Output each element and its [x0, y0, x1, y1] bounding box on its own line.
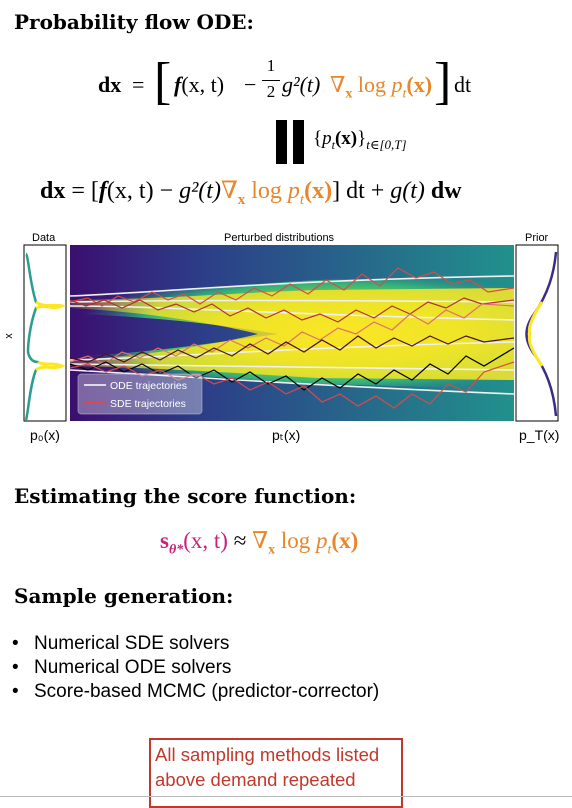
- eq2-minus: −: [159, 178, 174, 204]
- equality-bar-right: [293, 120, 304, 164]
- score-log: log: [275, 528, 317, 553]
- score-p-arg: (x): [331, 528, 359, 553]
- list-item: Score-based MCMC (predictor-corrector): [12, 680, 379, 704]
- eq1-f: f: [174, 72, 182, 97]
- eq1-minus: −: [244, 72, 257, 97]
- caption-p0: p₀(x): [30, 427, 60, 443]
- set-close-brace: }: [357, 128, 367, 149]
- list-item: Numerical ODE solvers: [12, 656, 379, 680]
- legend-label-sde: SDE trajectories: [110, 398, 186, 410]
- eq2-grad-sub: x: [237, 191, 246, 208]
- eq1-p-sub: t: [402, 86, 407, 102]
- eq1-p-arg: (x): [406, 72, 433, 97]
- eq2-g: g(t): [390, 178, 425, 204]
- eq2-lhs: dx: [40, 178, 66, 204]
- eq1-left-bracket: [: [154, 53, 172, 110]
- eq1-half-num: 1: [266, 56, 276, 75]
- score-equation: sθ*(x, t) ≈ ∇x log pt(x): [160, 528, 358, 559]
- sde-trajectories: [69, 267, 515, 409]
- eq2-dt: dt +: [346, 178, 385, 204]
- note-callout-box: All sampling methods listed above demand…: [149, 738, 403, 808]
- figure-label-prior: Prior: [525, 232, 549, 244]
- score-s: s: [160, 528, 169, 553]
- eq2-log: log: [245, 178, 288, 204]
- eq1-args: (x, t): [181, 72, 225, 97]
- heading-sample-generation: Sample generation:: [14, 584, 234, 608]
- eq2-p: p: [287, 178, 300, 204]
- eq1-equals: =: [132, 72, 145, 97]
- legend-label-ode: ODE trajectories: [110, 380, 187, 392]
- eq1-p: p: [391, 72, 403, 97]
- set-p: p: [322, 128, 332, 149]
- caption-pt: pₜ(x): [272, 427, 301, 443]
- eq2-args: (x, t): [106, 178, 154, 204]
- score-approx: ≈: [227, 528, 253, 553]
- eq1-fraction-bar: [262, 80, 280, 81]
- set-arg: (x): [334, 128, 358, 149]
- set-range: t∈[0,T]: [366, 136, 407, 152]
- eq2-equals: =: [71, 178, 85, 204]
- score-p-sub: t: [327, 542, 332, 558]
- eq2-dw: dw: [430, 178, 462, 204]
- figure-label-perturbed: Perturbed distributions: [224, 232, 335, 244]
- eq1-right-bracket: ]: [434, 53, 452, 110]
- eq1-grad-sub: x: [345, 86, 353, 102]
- eq1-half-den: 2: [266, 82, 276, 101]
- figure-label-data: Data: [32, 232, 56, 244]
- figure-axis-x: x: [2, 333, 15, 339]
- score-grad: ∇: [252, 528, 269, 553]
- heading-probability-flow-ode: Probability flow ODE:: [14, 10, 254, 34]
- score-grad-sub: x: [268, 542, 276, 558]
- eq2-grad: ∇: [220, 178, 238, 204]
- list-item: Numerical SDE solvers: [12, 632, 379, 656]
- eq2-p-sub: t: [299, 191, 305, 208]
- set-open-brace: {: [313, 128, 323, 149]
- eq2-f: f: [98, 178, 107, 204]
- eq1-g2: g²(t): [282, 72, 321, 97]
- heading-estimating-score: Estimating the score function:: [14, 484, 357, 508]
- figure-legend: [77, 373, 203, 415]
- eq1-log: log: [352, 72, 392, 97]
- note-line-2: above demand repeated: [155, 769, 356, 790]
- caption-pT: p_T(x): [519, 427, 560, 443]
- eq2-g2: g²(t): [179, 178, 221, 204]
- note-line-1: All sampling methods listed: [155, 744, 380, 765]
- marginal-set-notation: {pt(x)}t∈[0,T]: [313, 128, 407, 153]
- page-bottom-divider: [0, 796, 572, 797]
- score-args: (x, t): [183, 528, 228, 553]
- eq1-dt: dt: [454, 72, 472, 97]
- equality-bar-left: [276, 120, 287, 164]
- set-p-sub: t: [331, 137, 335, 152]
- eq2-p-arg: (x): [304, 178, 333, 204]
- equation-reverse-sde: dx = [f(x, t) − g²(t)∇x log pt(x)] dt + …: [40, 178, 462, 208]
- score-theta: θ*: [168, 542, 184, 558]
- prior-density-curve: [525, 251, 558, 417]
- eq1-lhs: dx: [98, 72, 122, 97]
- sampling-methods-list: Numerical SDE solvers Numerical ODE solv…: [12, 632, 379, 704]
- diffusion-figure: ODE trajectories SDE trajectories: [23, 244, 559, 422]
- score-p: p: [316, 528, 328, 553]
- eq1-grad: ∇: [330, 72, 346, 97]
